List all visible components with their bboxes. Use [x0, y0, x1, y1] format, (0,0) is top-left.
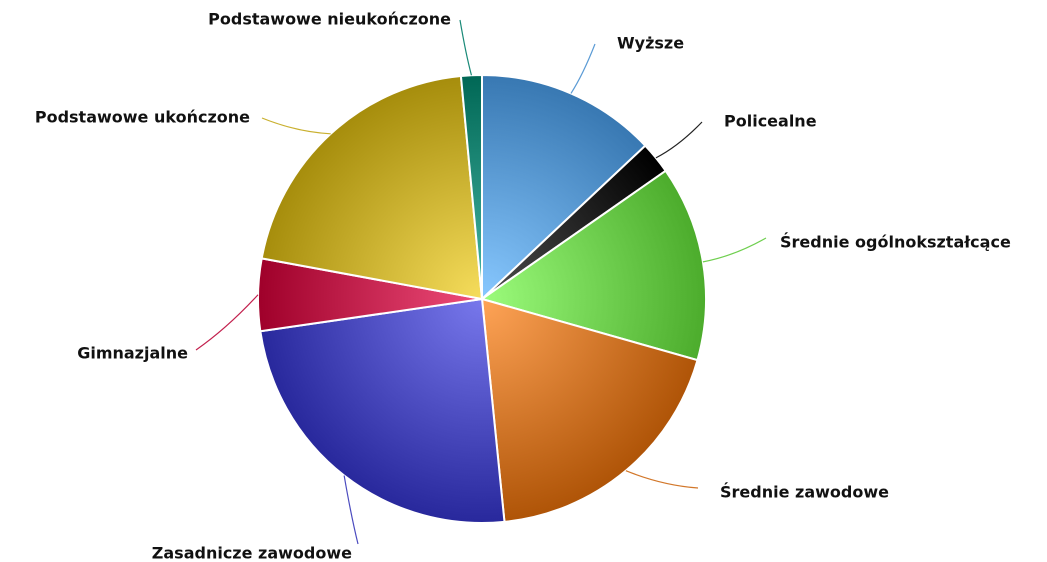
slice-label: Gimnazjalne	[77, 344, 188, 363]
pie-slice[interactable]	[459, 73, 483, 300]
pie-slice[interactable]	[259, 297, 506, 524]
slice-label: Wyższe	[617, 34, 684, 53]
slice-label: Policealne	[724, 112, 817, 131]
slice-label: Średnie ogólnokształcące	[780, 233, 1011, 252]
leader-line	[625, 470, 699, 489]
leader-line	[343, 475, 359, 545]
slice-label: Podstawowe nieukończone	[208, 10, 451, 29]
leader-line	[702, 237, 767, 263]
slice-label: Podstawowe ukończone	[35, 108, 250, 127]
leader-line	[655, 121, 703, 159]
slices-group	[257, 73, 707, 524]
leader-line	[459, 19, 473, 76]
leader-line	[261, 117, 331, 135]
slice-label: Zasadnicze zawodowe	[152, 544, 352, 562]
leader-lines-group	[195, 19, 767, 545]
slice-label: Średnie zawodowe	[720, 483, 889, 502]
pie-slice[interactable]	[480, 297, 699, 523]
pie-slice[interactable]	[479, 169, 707, 362]
pie-slice[interactable]	[481, 73, 647, 302]
labels-group: Wyższe Policealne Średnie ogólnokształcące…	[35, 10, 1011, 562]
leader-line	[195, 294, 259, 351]
leader-line	[570, 43, 596, 94]
